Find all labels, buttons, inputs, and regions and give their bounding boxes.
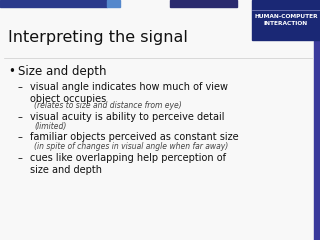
Text: –: – — [18, 153, 23, 163]
Text: –: – — [18, 82, 23, 92]
Text: familiar objects perceived as constant size: familiar objects perceived as constant s… — [30, 132, 239, 143]
Text: Interpreting the signal: Interpreting the signal — [8, 30, 188, 45]
Text: (in spite of changes in visual angle when far away): (in spite of changes in visual angle whe… — [34, 142, 228, 151]
Text: –: – — [18, 132, 23, 143]
Bar — [107, 0, 120, 7]
Text: –: – — [18, 112, 23, 122]
Text: (limited): (limited) — [34, 121, 66, 131]
Text: visual acuity is ability to perceive detail: visual acuity is ability to perceive det… — [30, 112, 225, 122]
Text: •: • — [8, 65, 15, 78]
Text: cues like overlapping help perception of
size and depth: cues like overlapping help perception of… — [30, 153, 226, 175]
Bar — [0, 0, 107, 7]
Bar — [314, 0, 320, 240]
Text: (relates to size and distance from eye): (relates to size and distance from eye) — [34, 101, 182, 110]
Text: Size and depth: Size and depth — [18, 65, 107, 78]
Bar — [170, 0, 237, 7]
Text: HUMAN-COMPUTER
INTERACTION: HUMAN-COMPUTER INTERACTION — [254, 14, 318, 26]
Text: visual angle indicates how much of view
object occupies: visual angle indicates how much of view … — [30, 82, 228, 104]
Bar — [252, 0, 320, 40]
